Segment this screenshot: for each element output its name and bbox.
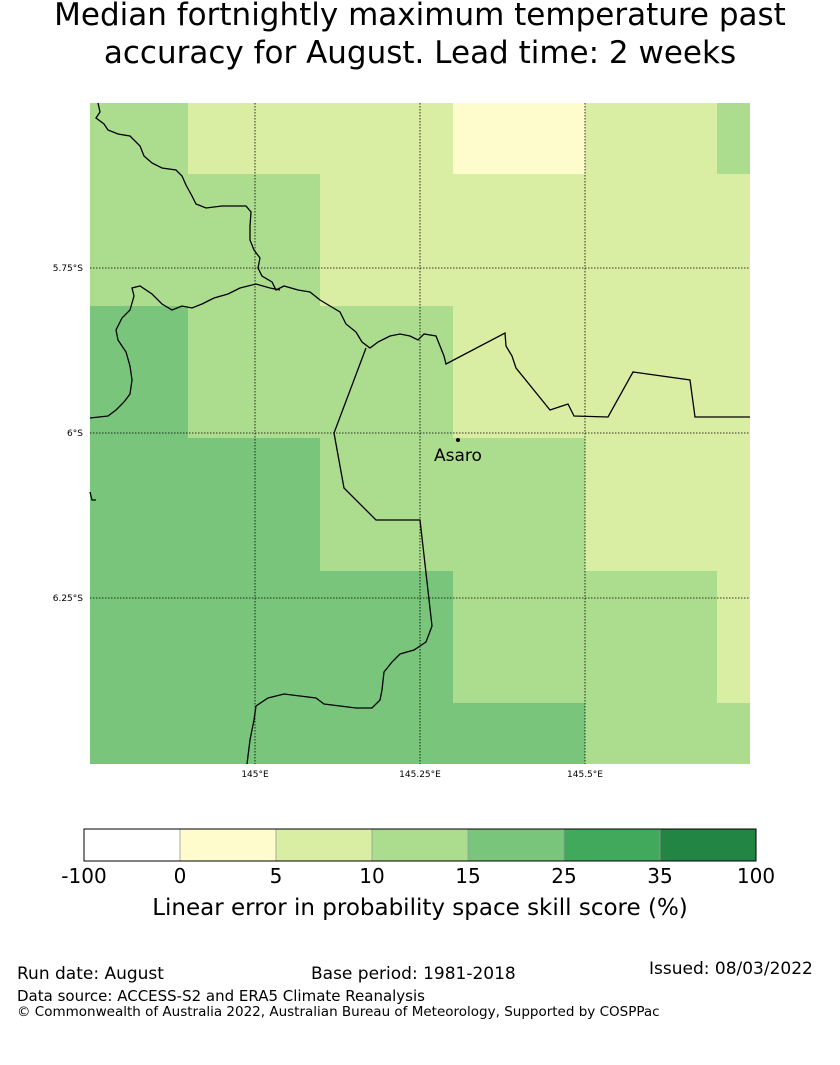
graticule	[90, 103, 750, 764]
lat-label-6-25: 6.25°S	[53, 594, 84, 604]
grid-cell	[90, 306, 188, 438]
map-title: Median fortnightly maximum temperature p…	[0, 0, 840, 72]
grid-cell	[188, 306, 453, 438]
grid-cell	[90, 438, 320, 571]
grid-cell	[585, 703, 750, 764]
colorbar-segment	[564, 829, 660, 861]
lat-label-6: 6°S	[67, 429, 83, 439]
base-period: Base period: 1981-2018	[311, 964, 516, 984]
colorbar-segment	[372, 829, 468, 861]
grid-cell	[717, 103, 750, 174]
colorbar-tick-label: -100	[61, 864, 107, 888]
lon-label-145-5: 145.5°E	[567, 770, 603, 780]
colorbar	[83, 828, 757, 862]
boundary-line-west	[89, 283, 281, 419]
grid-cell	[320, 174, 750, 306]
town-label: Asaro	[434, 446, 482, 466]
colorbar-tick-label: 15	[455, 864, 481, 888]
grid-cell	[453, 103, 585, 174]
grid-cell	[585, 571, 717, 703]
lon-label-145-25: 145.25°E	[399, 770, 441, 780]
boundary-stub-west	[89, 491, 96, 501]
grid-cell	[585, 103, 717, 174]
province-boundaries	[89, 102, 750, 765]
colorbar-outline	[83, 828, 757, 862]
issued-date: Issued: 08/03/2022	[649, 959, 813, 979]
colorbar-segment	[180, 829, 276, 861]
boundary-line-south	[246, 347, 433, 765]
title-line-1: Median fortnightly maximum temperature p…	[54, 0, 786, 33]
run-date: Run date: August	[17, 964, 164, 984]
data-source: Data source: ACCESS-S2 and ERA5 Climate …	[17, 987, 425, 1005]
colorbar-segment	[84, 829, 180, 861]
grid-cell	[717, 571, 750, 703]
title-line-2: accuracy for August. Lead time: 2 weeks	[103, 35, 737, 71]
boundary-line-north	[95, 102, 750, 418]
lon-label-145: 145°E	[241, 770, 269, 780]
colorbar-tick-label: 35	[647, 864, 673, 888]
colorbar-title: Linear error in probability space skill …	[152, 895, 688, 921]
lat-label-5-75: 5.75°S	[53, 264, 84, 274]
colorbar-tick-label: 10	[359, 864, 385, 888]
town-marker-dot	[456, 438, 460, 442]
colorbar-tick-label: 100	[736, 864, 776, 888]
colorbar-tick-label: 0	[173, 864, 187, 888]
grid-cell	[320, 438, 585, 571]
grid-cell	[90, 103, 188, 174]
grid-cell	[90, 571, 453, 703]
grid-cell	[188, 103, 453, 174]
copyright-notice: © Commonwealth of Australia 2022, Austra…	[17, 1004, 660, 1020]
skill-grid-cells	[90, 103, 750, 764]
grid-cell	[90, 703, 585, 764]
grid-cell	[90, 174, 320, 306]
colorbar-segment	[468, 829, 564, 861]
colorbar-segment	[660, 829, 756, 861]
grid-cell	[453, 571, 585, 703]
grid-cell	[453, 306, 750, 438]
colorbar-segment	[276, 829, 372, 861]
colorbar-tick-label: 25	[551, 864, 577, 888]
colorbar-tick-label: 5	[269, 864, 283, 888]
grid-cell	[585, 438, 750, 571]
